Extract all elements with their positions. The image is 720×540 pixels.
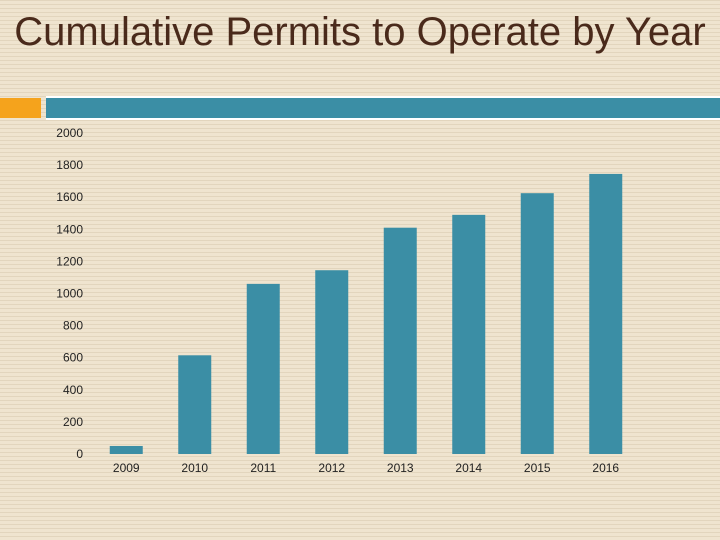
y-tick-label: 1600 (56, 190, 83, 204)
bar-2012 (315, 270, 349, 454)
y-axis: 0 200 400 600 800 1000 1200 1400 1600 1800 2000 (56, 126, 83, 461)
y-tick-label: 600 (63, 351, 83, 365)
slide-title: Cumulative Permits to Operate by Year (14, 10, 706, 54)
x-tick-label: 2013 (387, 461, 414, 475)
y-tick-label: 1800 (56, 158, 83, 172)
bar-2010 (178, 355, 212, 454)
y-tick-label: 400 (63, 383, 83, 397)
y-tick-label: 1000 (56, 287, 83, 301)
y-tick-label: 1400 (56, 222, 83, 236)
y-tick-label: 200 (63, 415, 83, 429)
x-tick-label: 2011 (250, 461, 276, 475)
x-tick-label: 2009 (113, 461, 140, 475)
x-tick-label: 2014 (455, 461, 482, 475)
title-underline-bar (46, 96, 720, 120)
y-tick-label: 800 (63, 319, 83, 333)
y-tick-label: 1200 (56, 254, 83, 268)
y-tick-label: 2000 (56, 126, 83, 140)
x-tick-label: 2015 (524, 461, 551, 475)
bar-2011 (246, 283, 280, 454)
bar-2014 (452, 214, 486, 454)
bar-series (109, 173, 623, 455)
bar-2009 (109, 445, 143, 454)
bar-2013 (383, 227, 417, 454)
x-axis: 2009 2010 2011 2012 2013 2014 2015 2016 (113, 461, 620, 475)
x-tick-label: 2016 (592, 461, 619, 475)
accent-block (0, 98, 41, 118)
x-tick-label: 2010 (181, 461, 208, 475)
y-tick-label: 0 (76, 447, 83, 461)
bar-2015 (520, 193, 554, 454)
bar-2016 (589, 173, 623, 455)
x-tick-label: 2012 (318, 461, 345, 475)
